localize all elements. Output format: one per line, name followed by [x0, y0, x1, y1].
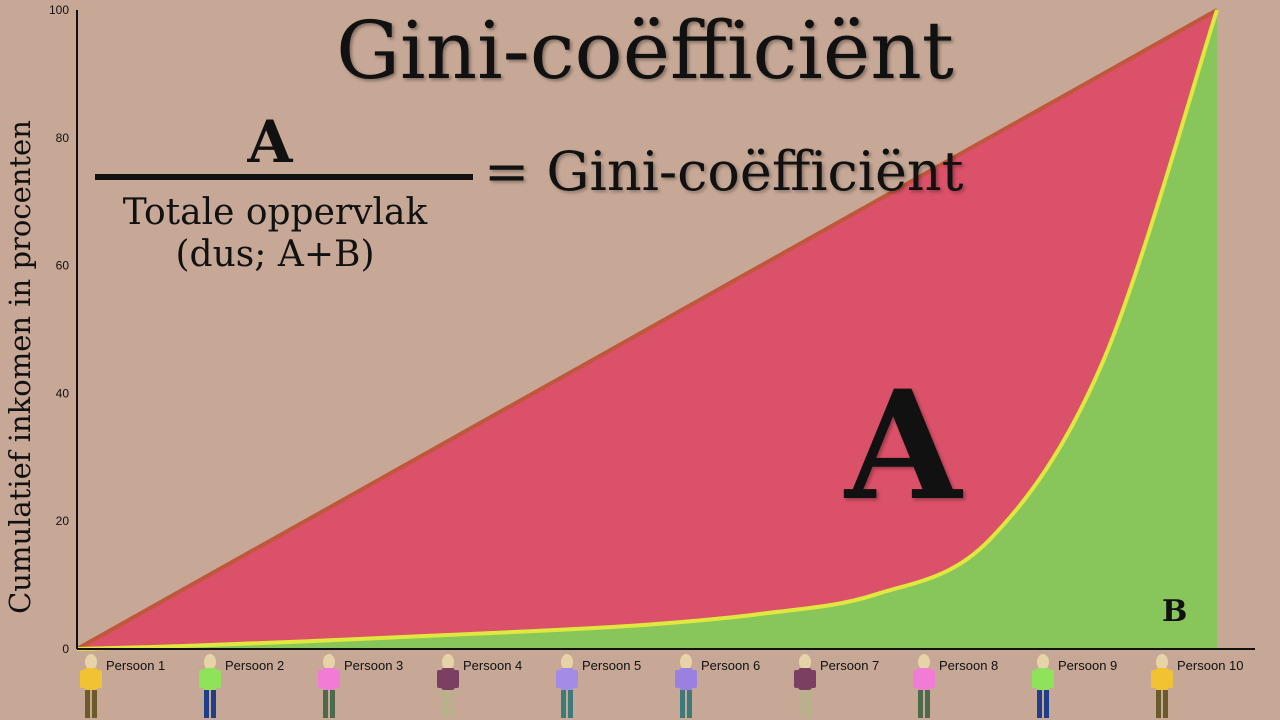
person-icon	[556, 654, 578, 718]
person-icon	[318, 654, 340, 718]
person-label: Persoon 2	[225, 658, 285, 673]
person-icon	[675, 654, 697, 718]
y-tick-label: 60	[56, 259, 70, 273]
person-figure: Persoon 4	[435, 650, 585, 720]
person-label: Persoon 8	[939, 658, 999, 673]
y-tick-label: 80	[56, 131, 70, 145]
person-figure: Persoon 6	[673, 650, 823, 720]
person-figure: Persoon 7	[792, 650, 942, 720]
y-tick-labels: 0 20 40 60 80 100	[49, 3, 69, 656]
person-figure: Persoon 3	[316, 650, 466, 720]
person-icon	[794, 654, 816, 718]
formula-result: = Gini-coëfficiënt	[484, 140, 964, 203]
area-b-label: B	[1162, 594, 1188, 629]
fraction-denominator-line1: Totale oppervlak	[122, 192, 428, 233]
y-tick-label: 20	[56, 514, 70, 528]
person-label: Persoon 5	[582, 658, 642, 673]
person-figure: Persoon 9	[1030, 650, 1180, 720]
person-label: Persoon 3	[344, 658, 404, 673]
person-label: Persoon 10	[1177, 658, 1244, 673]
fraction-numerator: A	[247, 108, 293, 176]
y-axis-label: Cumulatief inkomen in procenten	[3, 120, 37, 614]
y-tick-label: 40	[56, 386, 70, 400]
person-figure: Persoon 10	[1149, 650, 1280, 720]
person-label: Persoon 1	[106, 658, 166, 673]
person-icon	[1151, 654, 1173, 718]
person-figure: Persoon 5	[554, 650, 704, 720]
person-icon	[80, 654, 102, 718]
y-tick-label: 0	[62, 642, 69, 656]
person-figure: Persoon 1	[78, 650, 228, 720]
person-label: Persoon 6	[701, 658, 761, 673]
person-icon	[199, 654, 221, 718]
lorenz-curve	[76, 9, 1219, 651]
person-figure: Persoon 8	[911, 650, 1061, 720]
person-icon	[1032, 654, 1054, 718]
area-b	[77, 10, 1217, 649]
person-label: Persoon 4	[463, 658, 523, 673]
equality-line	[76, 8, 1218, 651]
person-label: Persoon 7	[820, 658, 880, 673]
person-icon	[913, 654, 935, 718]
page-title: Gini-coëfficiënt	[336, 4, 954, 97]
person-label: Persoon 9	[1058, 658, 1118, 673]
y-tick-label: 100	[49, 3, 69, 17]
person-figure: Persoon 2	[197, 650, 347, 720]
person-icon	[437, 654, 459, 718]
area-a-label: A	[845, 358, 962, 534]
fraction-denominator-line2: (dus; A+B)	[175, 234, 375, 275]
fraction-bar	[95, 174, 473, 180]
